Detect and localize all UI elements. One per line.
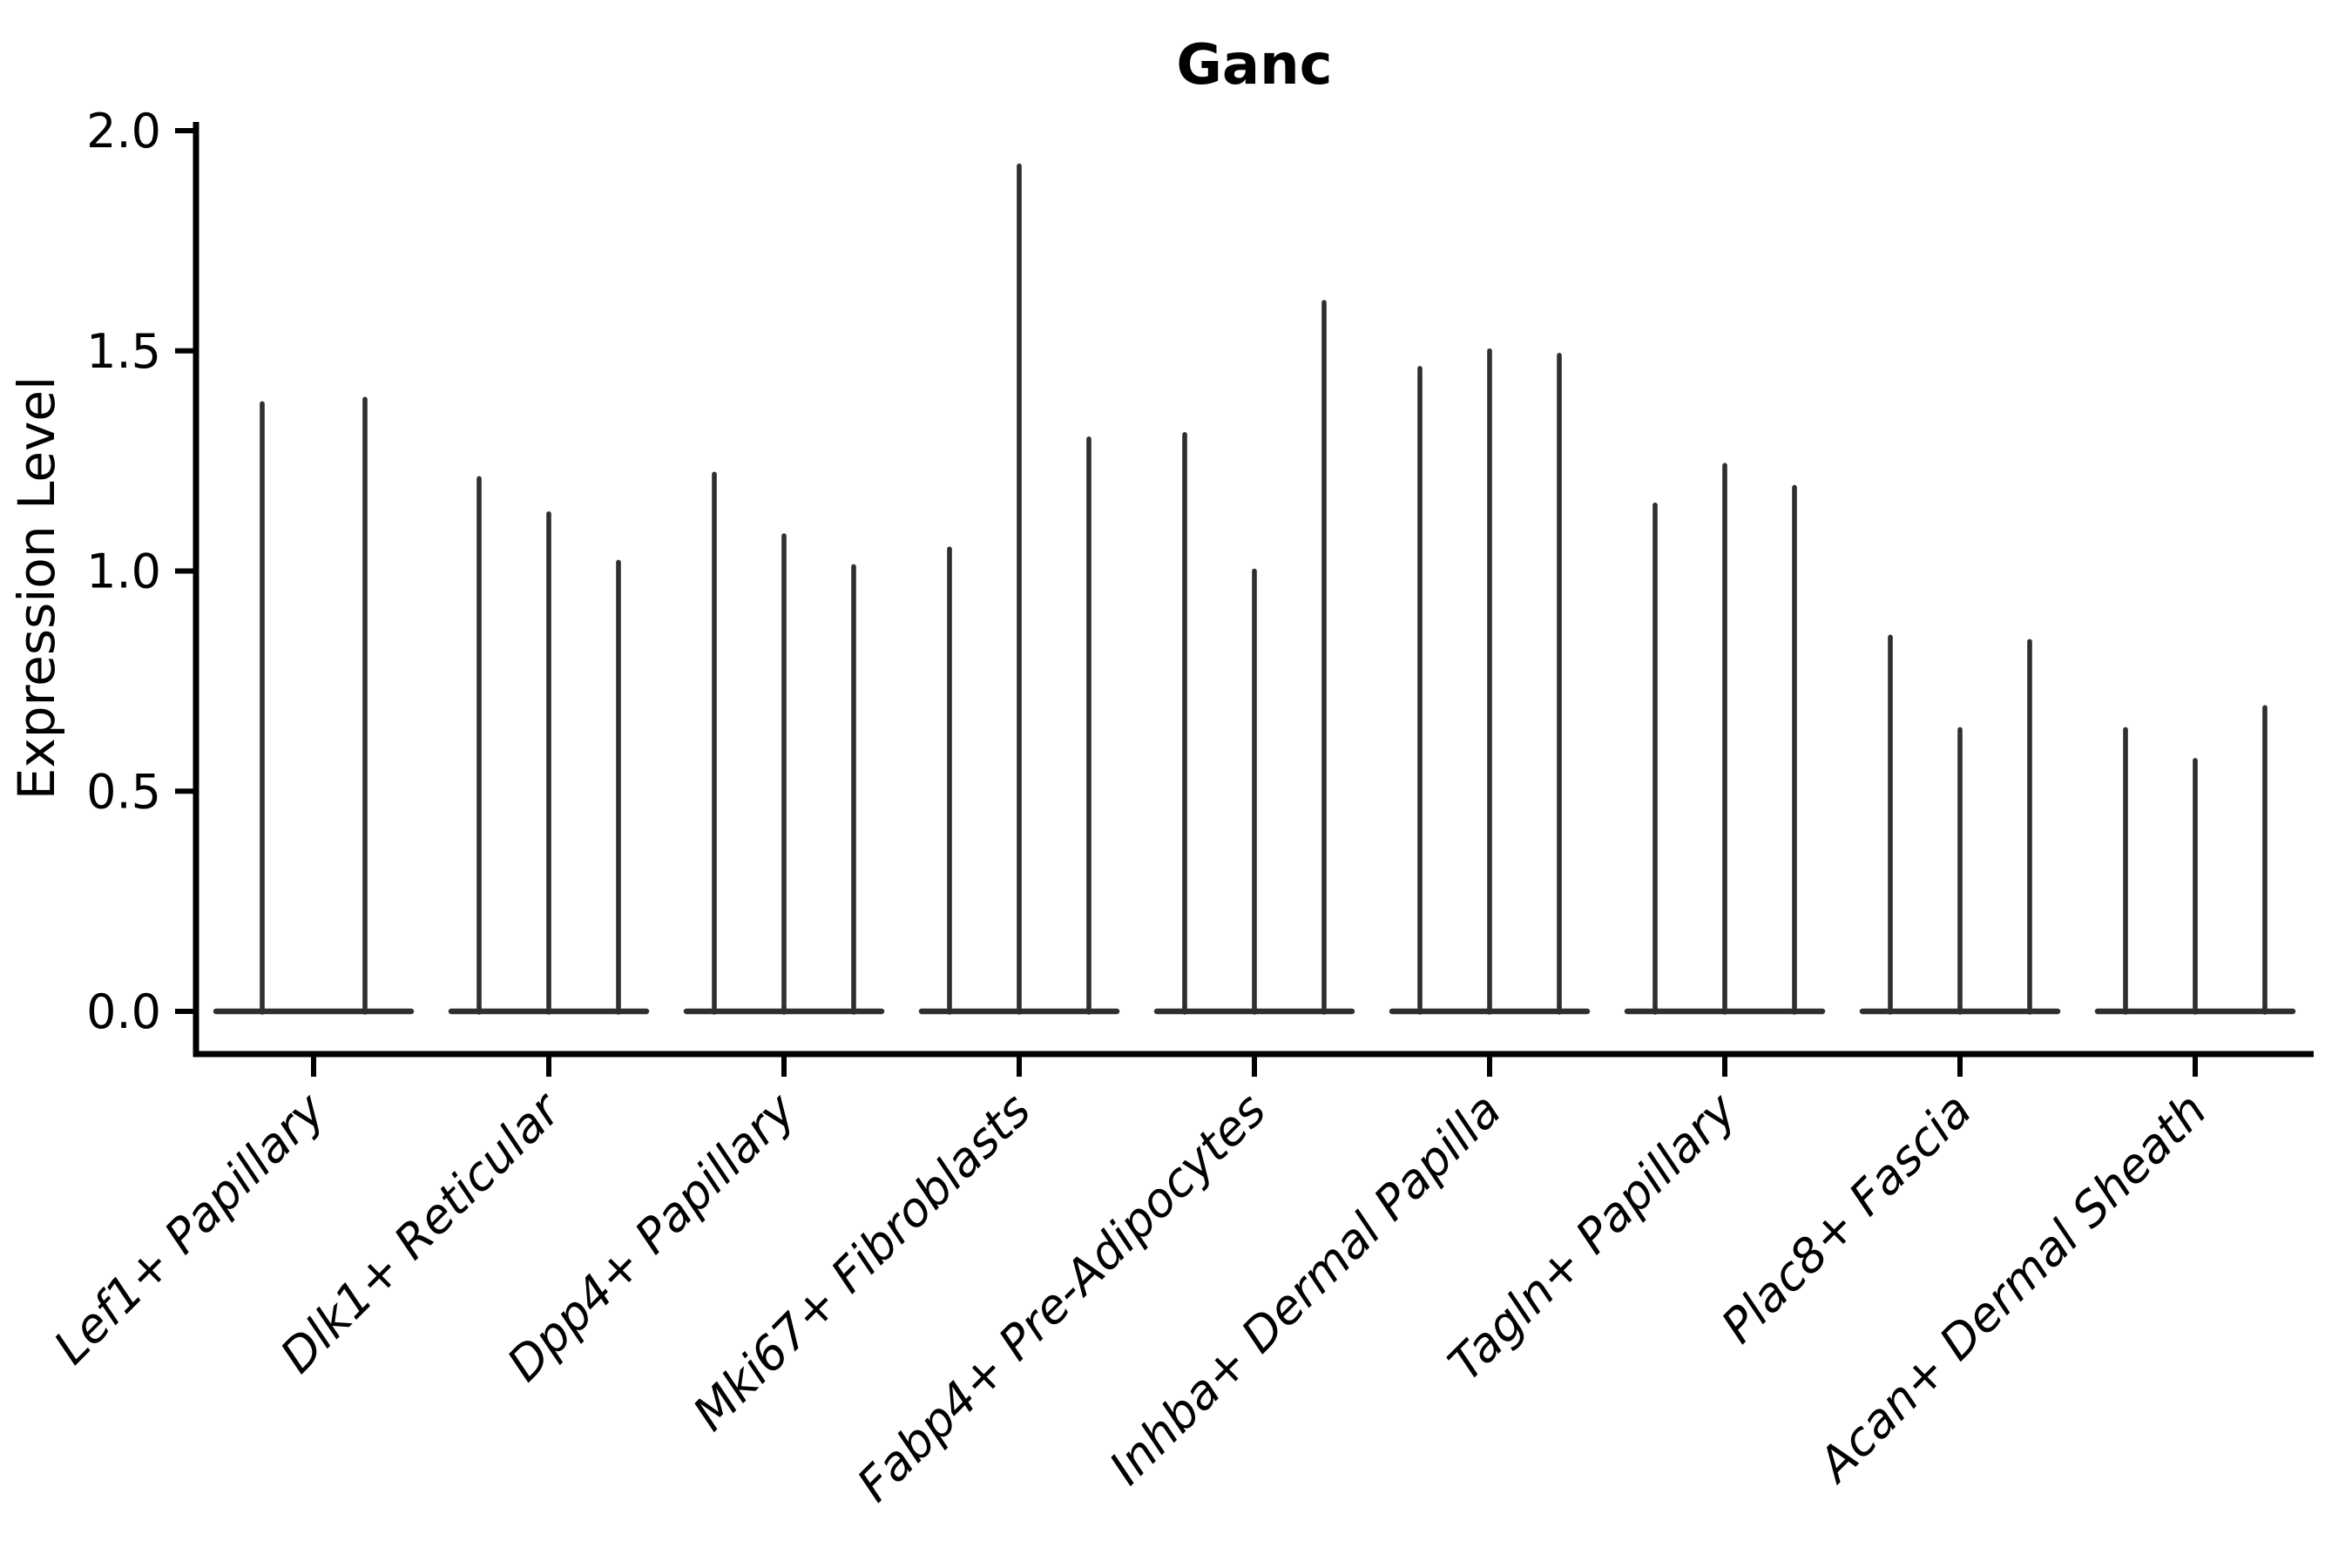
y-tick-label: 1.5 — [86, 324, 161, 379]
y-tick-label: 0.0 — [86, 984, 161, 1039]
violins — [213, 163, 2296, 1015]
y-tick-label: 2.0 — [86, 104, 161, 159]
y-axis-title: Expression Level — [7, 376, 66, 800]
axes — [175, 122, 2314, 1077]
x-tick-label: Plac8+ Fascia — [1711, 1083, 1982, 1354]
y-tick-label: 0.5 — [86, 764, 161, 819]
x-tick-label: Inhba+ Dermal Papilla — [1098, 1083, 1511, 1496]
x-tick-label: Acan+ Dermal Sheath — [1806, 1083, 2217, 1494]
y-tick-label: 1.0 — [86, 544, 161, 599]
chart-title: Ganc — [1176, 33, 1332, 98]
x-tick-label: Fabp4+ Pre-Adipocytes — [847, 1083, 1276, 1512]
